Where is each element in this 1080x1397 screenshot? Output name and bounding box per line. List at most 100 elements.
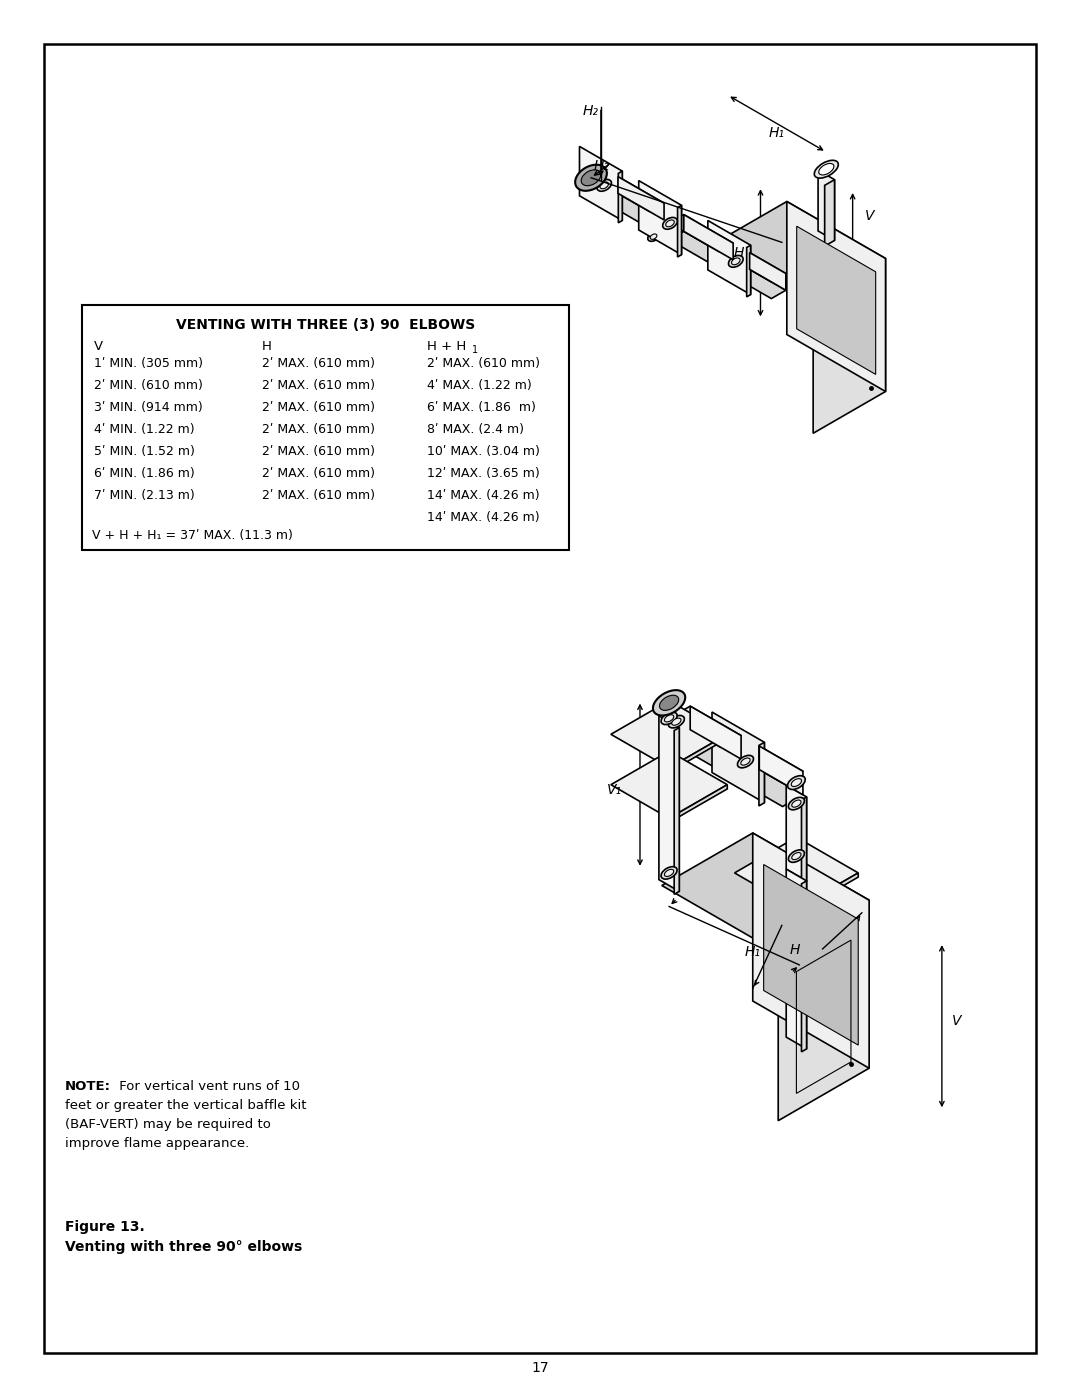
Text: H₂: H₂	[583, 105, 599, 119]
Polygon shape	[746, 246, 751, 298]
Polygon shape	[735, 270, 786, 299]
Ellipse shape	[672, 718, 681, 725]
Text: H: H	[789, 943, 799, 957]
Text: 5ʹ MIN. (1.52 m): 5ʹ MIN. (1.52 m)	[94, 444, 194, 457]
Text: H: H	[262, 341, 272, 353]
Ellipse shape	[665, 219, 674, 226]
Text: 14ʹ MAX. (4.26 m): 14ʹ MAX. (4.26 m)	[427, 510, 540, 524]
Text: 17: 17	[531, 1361, 549, 1375]
Text: 2ʹ MAX. (610 mm): 2ʹ MAX. (610 mm)	[262, 379, 375, 391]
Polygon shape	[690, 705, 741, 759]
Polygon shape	[662, 833, 869, 953]
Text: H₁: H₁	[769, 126, 785, 140]
Text: V₁: V₁	[607, 782, 622, 796]
Polygon shape	[759, 746, 802, 795]
Polygon shape	[813, 258, 886, 433]
Text: VENTING WITH THREE (3) 90  ELBOWS: VENTING WITH THREE (3) 90 ELBOWS	[176, 319, 475, 332]
Ellipse shape	[576, 165, 607, 191]
Ellipse shape	[648, 232, 659, 242]
Polygon shape	[797, 226, 876, 374]
Polygon shape	[750, 253, 786, 291]
Ellipse shape	[788, 798, 805, 810]
Text: 1: 1	[472, 345, 478, 355]
Ellipse shape	[792, 852, 801, 859]
Polygon shape	[786, 869, 807, 1049]
Polygon shape	[611, 701, 727, 768]
Ellipse shape	[741, 759, 751, 766]
Polygon shape	[707, 221, 751, 295]
Ellipse shape	[787, 775, 806, 789]
Polygon shape	[779, 900, 869, 1120]
Polygon shape	[753, 833, 869, 1069]
Polygon shape	[618, 176, 664, 219]
Text: 12ʹ MAX. (3.65 m): 12ʹ MAX. (3.65 m)	[427, 467, 540, 479]
Text: 4ʹ MIN. (1.22 m): 4ʹ MIN. (1.22 m)	[94, 422, 194, 436]
Polygon shape	[604, 176, 664, 211]
Polygon shape	[677, 205, 681, 257]
Ellipse shape	[661, 866, 677, 879]
Text: (BAF-VERT) may be required to: (BAF-VERT) may be required to	[65, 1118, 271, 1132]
Ellipse shape	[660, 696, 678, 710]
Text: 2ʹ MAX. (610 mm): 2ʹ MAX. (610 mm)	[262, 444, 375, 457]
Polygon shape	[684, 215, 733, 260]
Text: 1ʹ MIN. (305 mm): 1ʹ MIN. (305 mm)	[94, 356, 203, 369]
Polygon shape	[786, 785, 807, 882]
Text: 14ʹ MAX. (4.26 m): 14ʹ MAX. (4.26 m)	[427, 489, 540, 502]
Polygon shape	[580, 147, 622, 221]
Ellipse shape	[597, 179, 611, 191]
Polygon shape	[825, 180, 835, 246]
Polygon shape	[739, 746, 802, 784]
Polygon shape	[611, 752, 727, 819]
Polygon shape	[796, 873, 859, 912]
Polygon shape	[712, 712, 765, 803]
Ellipse shape	[663, 218, 677, 229]
Ellipse shape	[792, 800, 801, 807]
Polygon shape	[674, 728, 679, 894]
Text: V + H + H₁ = 37ʹ MAX. (11.3 m): V + H + H₁ = 37ʹ MAX. (11.3 m)	[92, 529, 293, 542]
Polygon shape	[670, 729, 741, 771]
Polygon shape	[670, 785, 727, 823]
Polygon shape	[787, 201, 886, 391]
Polygon shape	[801, 882, 807, 1052]
Polygon shape	[670, 705, 741, 747]
Text: For vertical vent runs of 10: For vertical vent runs of 10	[114, 1080, 300, 1092]
Polygon shape	[759, 742, 765, 806]
Polygon shape	[670, 232, 733, 268]
Text: 2ʹ MAX. (610 mm): 2ʹ MAX. (610 mm)	[262, 401, 375, 414]
Ellipse shape	[729, 256, 743, 267]
Ellipse shape	[599, 182, 608, 189]
Text: 2ʹ MAX. (610 mm): 2ʹ MAX. (610 mm)	[427, 356, 540, 369]
Text: 4ʹ MAX. (1.22 m): 4ʹ MAX. (1.22 m)	[427, 379, 531, 391]
Text: H₁: H₁	[744, 944, 760, 958]
Text: 2ʹ MIN. (610 mm): 2ʹ MIN. (610 mm)	[94, 379, 203, 391]
Text: 2ʹ MAX. (610 mm): 2ʹ MAX. (610 mm)	[262, 489, 375, 502]
Text: 2ʹ MAX. (610 mm): 2ʹ MAX. (610 mm)	[262, 422, 375, 436]
Polygon shape	[619, 170, 622, 222]
Text: 6ʹ MAX. (1.86  m): 6ʹ MAX. (1.86 m)	[427, 401, 536, 414]
Text: 2ʹ MAX. (610 mm): 2ʹ MAX. (610 mm)	[262, 467, 375, 479]
Polygon shape	[739, 770, 802, 806]
Ellipse shape	[669, 715, 685, 728]
Text: H₂: H₂	[594, 159, 610, 173]
Text: improve flame appearance.: improve flame appearance.	[65, 1137, 249, 1150]
Polygon shape	[670, 215, 733, 251]
Ellipse shape	[661, 712, 677, 725]
Ellipse shape	[788, 849, 805, 862]
Polygon shape	[764, 865, 859, 1045]
Ellipse shape	[653, 690, 685, 715]
Ellipse shape	[814, 161, 838, 177]
Ellipse shape	[650, 233, 657, 239]
Text: Venting with three 90° elbows: Venting with three 90° elbows	[65, 1241, 302, 1255]
Polygon shape	[714, 201, 886, 300]
Text: V: V	[94, 341, 103, 353]
Polygon shape	[818, 170, 835, 240]
Text: NOTE:: NOTE:	[65, 1080, 111, 1092]
Text: H: H	[734, 246, 744, 260]
Ellipse shape	[738, 756, 754, 768]
Ellipse shape	[664, 869, 674, 876]
Ellipse shape	[819, 163, 834, 175]
Text: Figure 13.: Figure 13.	[65, 1220, 145, 1234]
Ellipse shape	[792, 778, 801, 787]
Polygon shape	[604, 193, 664, 228]
Ellipse shape	[581, 170, 600, 186]
